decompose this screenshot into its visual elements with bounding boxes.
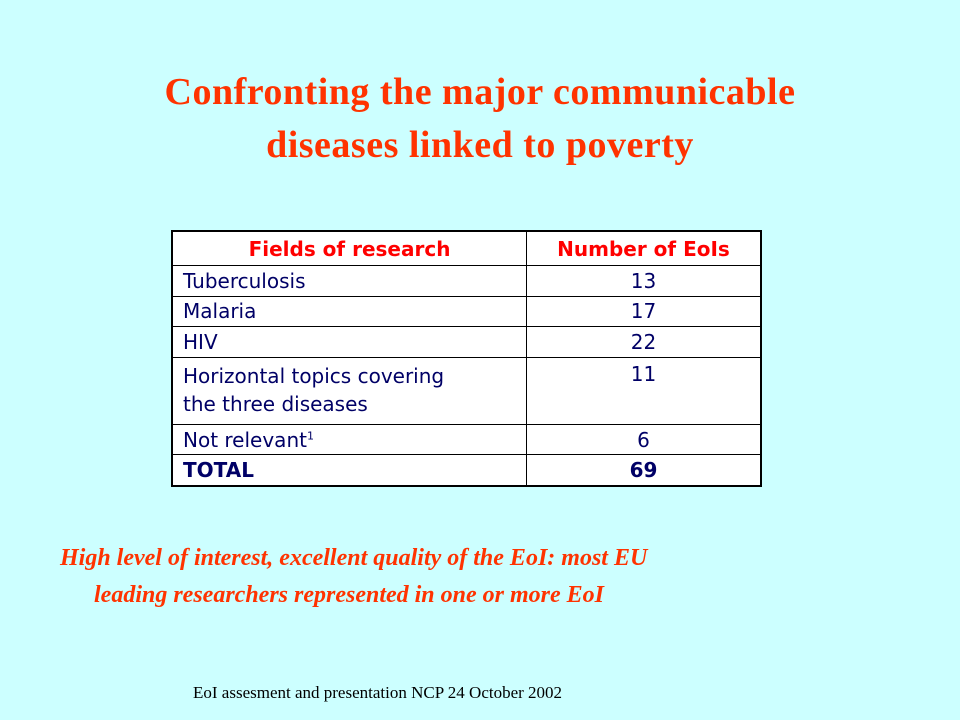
summary-line-1: High level of interest, excellent qualit… [60, 545, 648, 571]
table-row: Tuberculosis 13 [172, 265, 761, 297]
row-count: 11 [526, 356, 761, 425]
eoi-table-container: Fields of research Number of EoIs Tuberc… [171, 230, 762, 487]
row-count: 17 [526, 295, 761, 328]
eoi-table: Fields of research Number of EoIs Tuberc… [172, 231, 761, 486]
total-label: TOTAL [172, 454, 527, 486]
row-field-text: Not relevant [183, 427, 307, 452]
row-field: Tuberculosis [172, 265, 527, 297]
slide-title-line-2: diseases linked to poverty [266, 124, 694, 166]
total-count: 69 [526, 454, 761, 486]
row-field: Horizontal topics covering the three dis… [172, 356, 527, 425]
row-field: Malaria [172, 295, 527, 328]
table-header-row: Fields of research Number of EoIs [172, 231, 761, 266]
header-number-of-eois: Number of EoIs [526, 231, 761, 266]
table-row: Not relevant1 6 [172, 423, 761, 456]
summary-line-2: leading researchers represented in one o… [94, 582, 604, 608]
table-row: HIV 22 [172, 326, 761, 358]
row-field: HIV [172, 326, 527, 358]
row-field-line-1: Horizontal topics covering [183, 363, 445, 388]
slide-footer: EoI assesment and presentation NCP 24 Oc… [193, 683, 563, 702]
row-field: Not relevant1 [172, 423, 527, 456]
summary-text: High level of interest, excellent qualit… [60, 540, 900, 614]
row-count: 13 [526, 265, 761, 297]
row-count: 22 [526, 326, 761, 358]
row-field-line-2: the three diseases [183, 391, 368, 416]
slide-title-line-1: Confronting the major communicable [164, 71, 796, 113]
footnote-mark: 1 [306, 428, 314, 442]
table-row: Horizontal topics covering the three dis… [172, 356, 761, 425]
slide-title: Confronting the major communicable disea… [40, 66, 920, 172]
table-row: Malaria 17 [172, 295, 761, 328]
table-total-row: TOTAL 69 [172, 454, 761, 486]
row-count: 6 [526, 423, 761, 456]
header-fields-of-research: Fields of research [172, 231, 527, 266]
